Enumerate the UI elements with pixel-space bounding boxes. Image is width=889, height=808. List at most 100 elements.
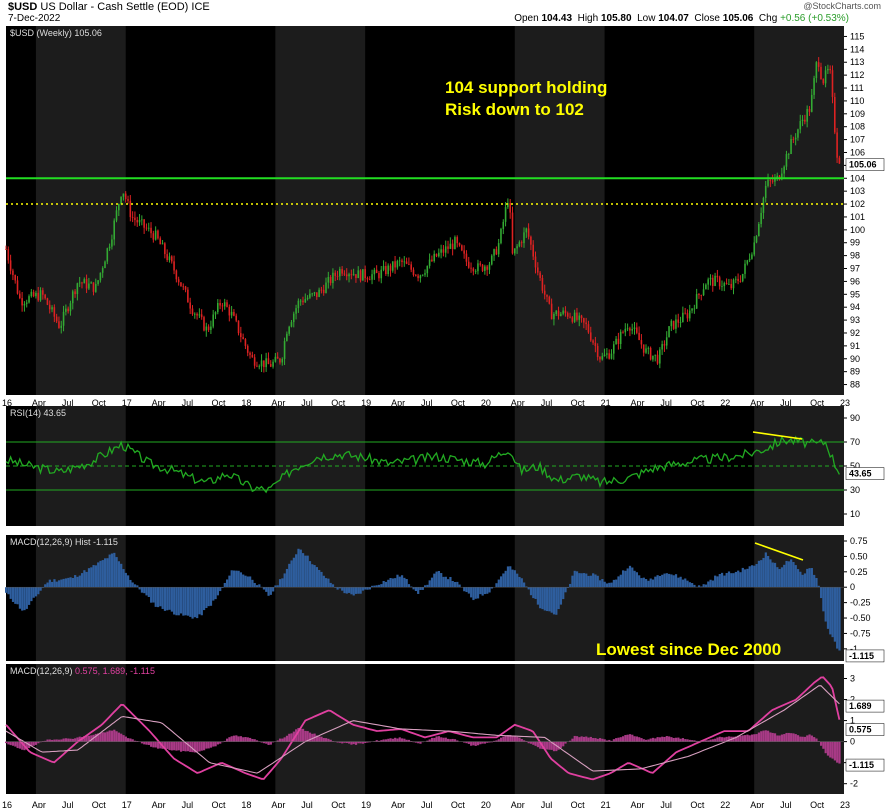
price-candle <box>606 353 608 355</box>
hist-bar <box>69 577 72 588</box>
hist-bar <box>292 557 295 588</box>
price-candle <box>758 224 760 237</box>
price-candle <box>92 282 95 292</box>
price-pane <box>6 26 844 395</box>
hist-bar <box>790 559 793 588</box>
price-axis-tick-label: 99 <box>850 238 860 248</box>
price-candle <box>39 290 42 301</box>
hist-bar <box>120 563 123 588</box>
macd-hist-bar <box>226 738 229 742</box>
macd-hist-bar <box>37 741 40 744</box>
hist-bar <box>285 568 289 588</box>
hist-bar <box>748 566 751 588</box>
price-candle <box>520 242 523 244</box>
macd-hist-bar <box>755 734 758 742</box>
x-tick-label: 23 <box>840 800 850 808</box>
hist-bar <box>757 560 761 588</box>
price-candle <box>368 279 371 281</box>
hist-bar <box>400 575 404 588</box>
macd-hist-bar <box>516 736 519 742</box>
hist-bar <box>778 569 781 588</box>
price-candle <box>283 341 286 359</box>
macd-hist-bar <box>546 741 549 750</box>
open-value: 104.43 <box>541 13 573 24</box>
macd-hist-bar <box>796 735 800 742</box>
macd-hist-bar <box>518 737 521 742</box>
price-candle <box>449 243 452 249</box>
hist-bar <box>718 573 721 588</box>
price-candle <box>675 319 677 329</box>
price-candle <box>513 248 516 254</box>
x-tick-label: Jul <box>541 398 553 408</box>
price-candle <box>309 293 311 298</box>
hist-bar <box>235 570 238 588</box>
price-axis-tick-label: 107 <box>850 135 865 145</box>
hist-bar <box>311 564 314 588</box>
hist-bar <box>133 584 137 588</box>
hist-bar <box>265 587 268 592</box>
hist-bar <box>371 585 374 588</box>
price-axis-tick-label: 100 <box>850 225 865 235</box>
hist-bar <box>750 565 754 588</box>
price-candle <box>322 289 325 293</box>
price-candle <box>787 154 790 155</box>
macd-hist-bar <box>677 737 680 742</box>
macd-axis-tick-label: 2 <box>850 695 855 705</box>
macd-hist-bar <box>255 740 259 742</box>
price-candle <box>527 228 530 237</box>
price-candle <box>85 279 88 289</box>
price-candle <box>304 299 307 303</box>
hist-bar <box>585 573 588 588</box>
macd-hist-bar <box>69 738 72 742</box>
price-candle <box>230 311 233 316</box>
hist-bar <box>361 587 365 591</box>
macd-hist-bar <box>354 741 358 745</box>
rsi-divergence-line <box>752 431 803 440</box>
price-candle <box>599 357 601 360</box>
macd-hist-bar <box>318 736 321 742</box>
hist-bar <box>21 587 24 611</box>
macd-hist-bar <box>94 733 97 742</box>
price-candle <box>244 339 247 346</box>
hist-bar <box>495 583 498 588</box>
price-candle <box>348 274 350 277</box>
macd-hist-bar <box>801 736 804 742</box>
macd-hist-bar <box>5 741 8 744</box>
price-candle <box>256 365 258 367</box>
macd-hist-bar <box>380 740 383 742</box>
hist-bar <box>230 570 233 588</box>
price-candle <box>221 305 224 307</box>
price-candle <box>633 327 636 330</box>
price-candle <box>237 320 240 334</box>
hist-bar <box>410 586 413 588</box>
price-axis-tick-label: 97 <box>850 264 860 274</box>
macd-hist-bar <box>207 741 210 749</box>
price-candle <box>463 250 465 254</box>
price-candle <box>240 333 242 338</box>
macd-hist-bar <box>444 737 447 742</box>
macd-hist-bar <box>331 741 335 742</box>
price-candle <box>217 302 219 313</box>
price-candle <box>14 275 17 281</box>
hist-bar <box>55 581 58 588</box>
macd-hist-bar <box>267 741 270 745</box>
macd-hist-bar <box>136 741 139 742</box>
macd-hist-bar <box>186 741 190 752</box>
macd-hist-bar <box>594 738 597 742</box>
hist-bar <box>255 585 259 588</box>
year-band <box>35 26 126 395</box>
macd-hist-bar <box>474 741 477 746</box>
price-candle <box>32 291 35 297</box>
hist-bar <box>744 569 747 588</box>
hist-bar <box>557 587 560 610</box>
macd-hist-bar <box>693 740 696 742</box>
hist-axis-tick-label: -1 <box>850 644 858 654</box>
price-candle <box>813 78 815 95</box>
macd-hist-bar <box>18 741 22 749</box>
hist-bar <box>44 584 47 588</box>
macd-hist-bar <box>359 741 362 744</box>
macd-hist-bar <box>74 738 77 742</box>
price-axis-tick-label: 102 <box>850 199 865 209</box>
hist-bar <box>451 581 454 588</box>
